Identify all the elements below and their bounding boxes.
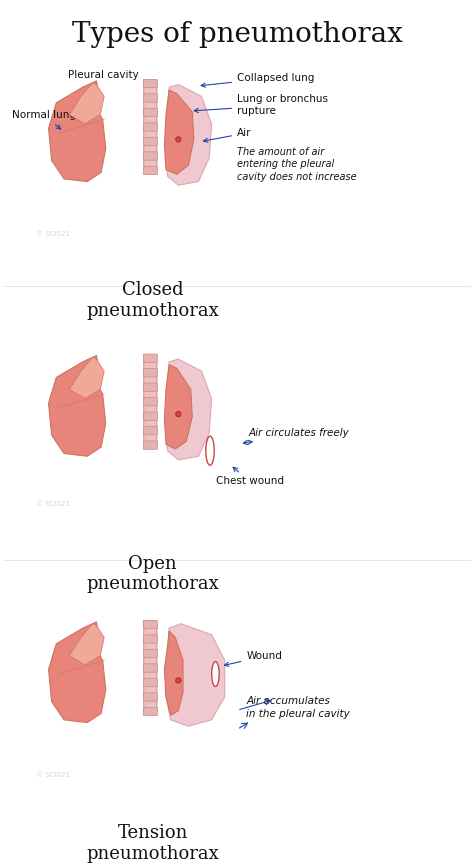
Polygon shape [164,90,194,174]
Text: Wound: Wound [225,651,282,667]
Text: Open
pneumothorax: Open pneumothorax [86,555,219,594]
Text: © SCI021: © SCI021 [36,231,70,237]
Polygon shape [69,358,104,398]
FancyBboxPatch shape [144,355,157,447]
FancyBboxPatch shape [143,707,157,716]
FancyBboxPatch shape [143,123,157,131]
FancyBboxPatch shape [143,621,157,628]
FancyBboxPatch shape [143,398,157,406]
Text: Closed
pneumothorax: Closed pneumothorax [86,280,219,319]
Text: © SCI021: © SCI021 [36,772,70,778]
Polygon shape [164,631,183,715]
FancyBboxPatch shape [143,108,157,116]
Text: Types of pneumothorax: Types of pneumothorax [72,21,402,48]
Ellipse shape [176,678,181,683]
FancyBboxPatch shape [143,426,157,435]
FancyBboxPatch shape [143,369,157,377]
FancyBboxPatch shape [143,167,157,174]
Text: Pleural cavity: Pleural cavity [68,70,154,87]
Polygon shape [165,84,211,185]
Polygon shape [165,624,225,727]
Text: The amount of air
entering the pleural
cavity does not increase: The amount of air entering the pleural c… [237,147,356,181]
Text: Collapsed lung: Collapsed lung [201,73,314,87]
FancyBboxPatch shape [143,412,157,420]
Ellipse shape [212,661,219,687]
Polygon shape [69,82,104,124]
FancyBboxPatch shape [143,635,157,643]
FancyBboxPatch shape [143,693,157,701]
FancyBboxPatch shape [144,80,157,172]
Polygon shape [69,624,104,665]
FancyBboxPatch shape [143,383,157,391]
Polygon shape [48,621,106,722]
Text: Chest wound: Chest wound [216,467,284,486]
FancyBboxPatch shape [143,649,157,658]
Ellipse shape [176,411,181,417]
Text: © SCI021: © SCI021 [36,502,70,507]
Polygon shape [48,81,106,181]
Polygon shape [165,359,211,460]
Text: Air: Air [203,128,252,142]
FancyBboxPatch shape [143,137,157,146]
Text: Tension
pneumothorax: Tension pneumothorax [86,825,219,863]
FancyBboxPatch shape [143,441,157,450]
FancyBboxPatch shape [143,152,157,161]
FancyBboxPatch shape [143,679,157,687]
Text: Lung or bronchus
rupture: Lung or bronchus rupture [194,95,328,116]
FancyBboxPatch shape [144,621,157,713]
FancyBboxPatch shape [143,79,157,88]
FancyBboxPatch shape [143,664,157,672]
Polygon shape [48,356,106,457]
Text: Normal lung: Normal lung [12,110,76,129]
FancyBboxPatch shape [143,94,157,102]
Ellipse shape [176,136,181,142]
Text: Air circulates freely: Air circulates freely [243,428,349,444]
FancyBboxPatch shape [143,354,157,362]
Text: Air accumulates
in the pleural cavity: Air accumulates in the pleural cavity [246,696,350,719]
Ellipse shape [206,437,214,465]
Polygon shape [164,365,192,449]
